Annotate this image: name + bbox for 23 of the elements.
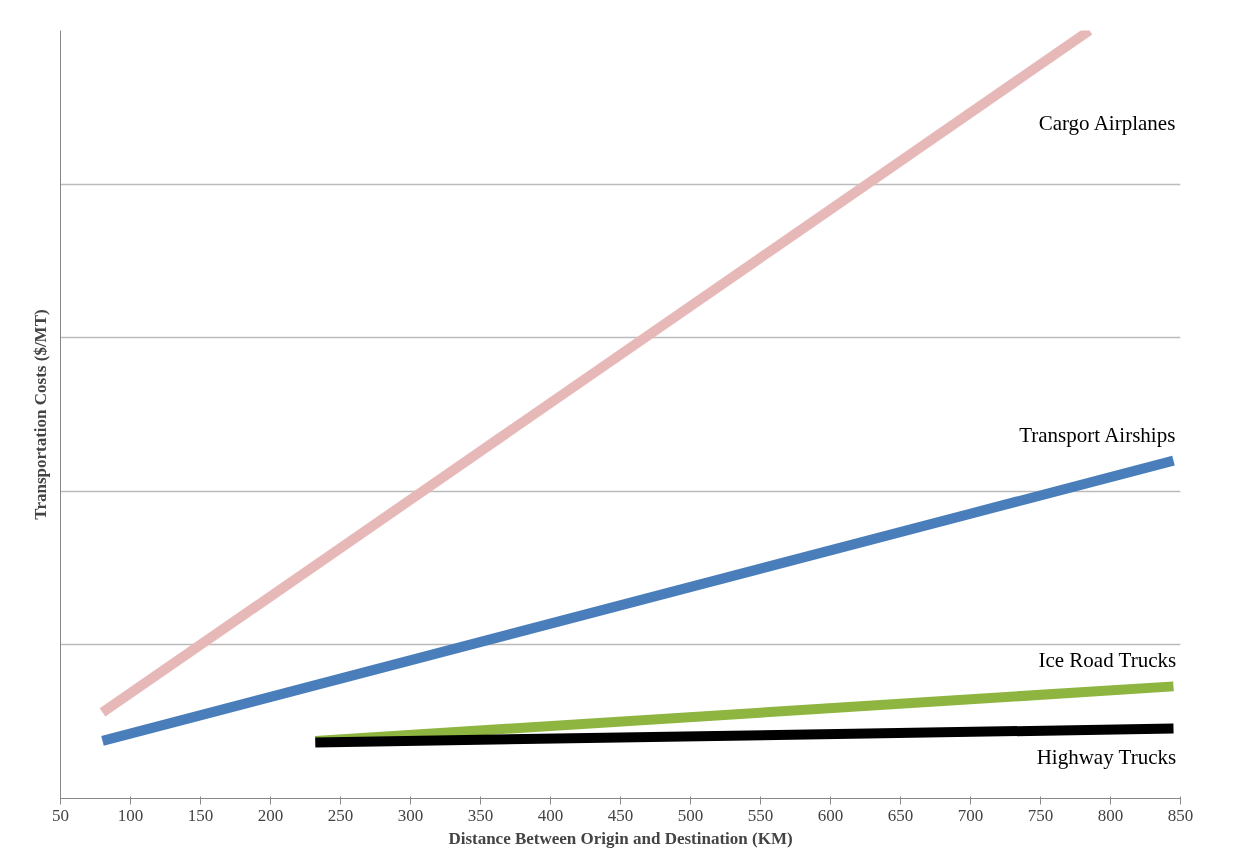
x-tick-label: 550: [747, 805, 774, 825]
x-tick-label: 450: [607, 805, 634, 825]
series-label: Highway Trucks: [1036, 744, 1177, 769]
x-tick-label: 200: [257, 805, 284, 825]
series-label: Cargo Airplanes: [1038, 110, 1176, 135]
y-axis-title: Transportation Costs ($/MT): [30, 309, 50, 520]
x-axis-title: Distance Between Origin and Destination (KM): [448, 828, 793, 848]
x-tick-label: 250: [327, 805, 354, 825]
x-tick-label: 750: [1027, 805, 1054, 825]
x-tick-label: 300: [397, 805, 424, 825]
x-tick-label: 800: [1097, 805, 1124, 825]
x-tick-label: 700: [957, 805, 984, 825]
x-tick-label: 650: [887, 805, 914, 825]
x-tick-label: 350: [467, 805, 494, 825]
x-tick-label: 100: [117, 805, 144, 825]
x-tick-label: 600: [817, 805, 844, 825]
x-tick-label: 400: [537, 805, 564, 825]
x-tick-label: 850: [1167, 805, 1194, 825]
x-tick-label: 50: [52, 805, 69, 825]
x-tick-label: 150: [187, 805, 214, 825]
series-label: Transport Airships: [1019, 422, 1176, 447]
series-label: Ice Road Trucks: [1038, 648, 1177, 673]
x-tick-label: 500: [677, 805, 704, 825]
